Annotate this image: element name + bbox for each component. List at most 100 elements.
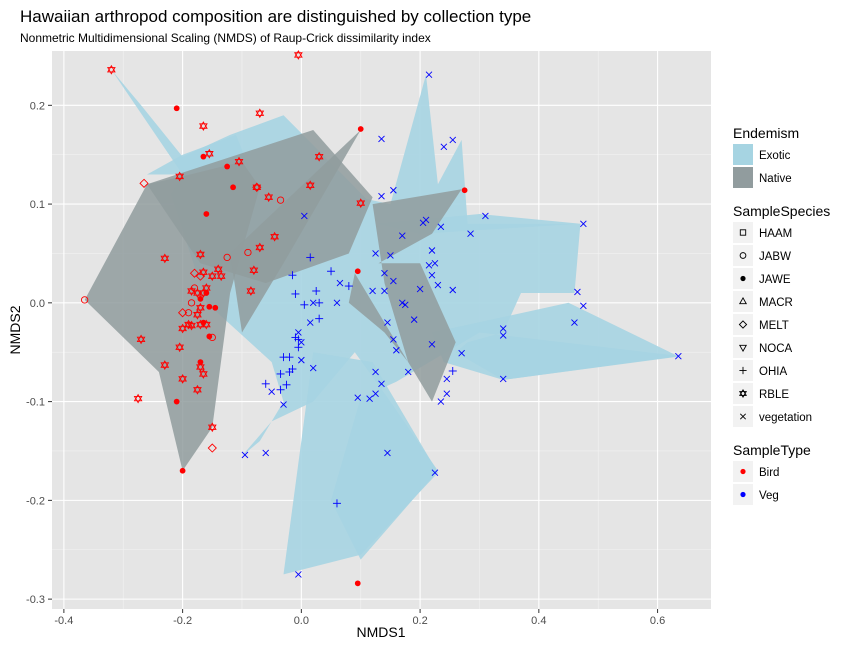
point-rble [199,121,208,131]
point-jawe [461,187,468,194]
hull-exotic [432,302,679,380]
point-vegetation [309,364,317,372]
point-vegetation [431,469,439,477]
point-vegetation [675,352,682,360]
point-rble [196,302,205,313]
point-rble [216,271,226,282]
point-jawe [230,184,236,191]
x-tick-label: 0.0 [294,615,309,627]
point-jabw [184,309,193,317]
legend-key [733,383,753,404]
legend-title: SampleSpecies [733,203,830,219]
y-axis-ticks: -0.3 -0.2 -0.1 0.0 0.1 0.2 [26,100,52,606]
point-jawe [197,359,204,365]
point-rble [178,323,187,334]
point-vegetation [499,332,507,339]
legend-label: Bird [759,467,779,479]
point-ohia [327,267,336,276]
point-rble [213,264,223,275]
y-axis-title: NMDS2 [7,305,23,354]
point-vegetation [378,135,385,143]
point-vegetation [437,223,445,231]
point-rble [246,286,256,296]
point-rble [204,148,214,159]
point-ohia [306,253,315,262]
legend-shape-haam [739,229,747,236]
point-rble [193,288,202,298]
point-ohia [315,314,324,323]
chart-subtitle: Nonmetric Multidimensional Scaling (NMDS… [20,31,431,45]
point-vegetation [443,390,451,398]
point-rble [160,360,170,370]
point-rble [199,369,208,379]
point-vegetation [354,394,362,401]
point-rble [234,156,244,167]
point-vegetation [434,281,442,289]
legend-label: OHIA [759,366,787,378]
legend-label: HAAM [759,228,792,240]
point-melt [207,443,217,453]
y-tick-label: -0.1 [26,397,45,409]
point-ohia [300,300,309,309]
endemism-hulls [84,69,682,575]
y-tick-label: 0.0 [30,298,45,310]
hull-native [372,189,462,402]
point-vegetation [387,252,394,259]
x-tick-label: 0.2 [412,615,427,627]
point-vegetation [449,286,457,294]
point-vegetation [428,271,436,279]
point-jawe [357,126,364,132]
legend-key [733,222,753,243]
legend-label: JABW [759,251,791,263]
point-vegetation [574,288,581,296]
point-vegetation [262,449,270,457]
point-ohia [294,343,303,352]
point-vegetation [241,451,249,459]
point-jawe [212,304,219,311]
y-tick-label: 0.2 [30,100,45,112]
point-rble [314,151,324,162]
legend-shape-noca [738,344,748,353]
point-vegetation [571,319,578,326]
point-rble [207,271,217,282]
point-vegetation [268,388,275,396]
point-vegetation [378,192,385,200]
point-vegetation [336,279,344,287]
point-rble [252,182,262,193]
point-vegetation [428,247,436,254]
point-vegetation [381,269,388,277]
point-vegetation [437,398,445,405]
point-vegetation [410,316,418,323]
point-vegetation [416,285,424,293]
point-vegetation [301,212,308,220]
x-tick-label: -0.2 [173,615,192,627]
point-vegetation [298,339,305,346]
point-rble [175,342,185,353]
y-tick-label: -0.3 [26,594,45,606]
legend-key [733,167,753,188]
point-jawe [197,296,204,302]
point-jabw [81,296,89,304]
point-vegetation [422,216,430,224]
point-jawe [224,163,231,170]
point-vegetation [390,186,397,194]
point-rble [196,362,205,372]
legend-label: Veg [759,490,779,502]
point-vegetation [372,368,379,376]
chart-title: Hawaiian arthropod composition are disti… [20,7,531,26]
point-rble [305,180,315,191]
point-rble [184,319,193,330]
point-vegetation [580,220,587,228]
x-tick-label: 0.4 [531,615,546,627]
point-rble [255,108,265,119]
point-ohia [332,499,341,508]
point-ohia [276,385,285,394]
point-jawe [173,105,180,112]
x-tick-label: -0.4 [54,615,73,627]
point-vegetation [372,250,379,257]
legend-label: vegetation [759,412,812,424]
point-jabw [187,299,196,307]
point-vegetation [398,232,406,240]
point-jabw [276,196,285,204]
legend-shape-macr [738,296,748,305]
